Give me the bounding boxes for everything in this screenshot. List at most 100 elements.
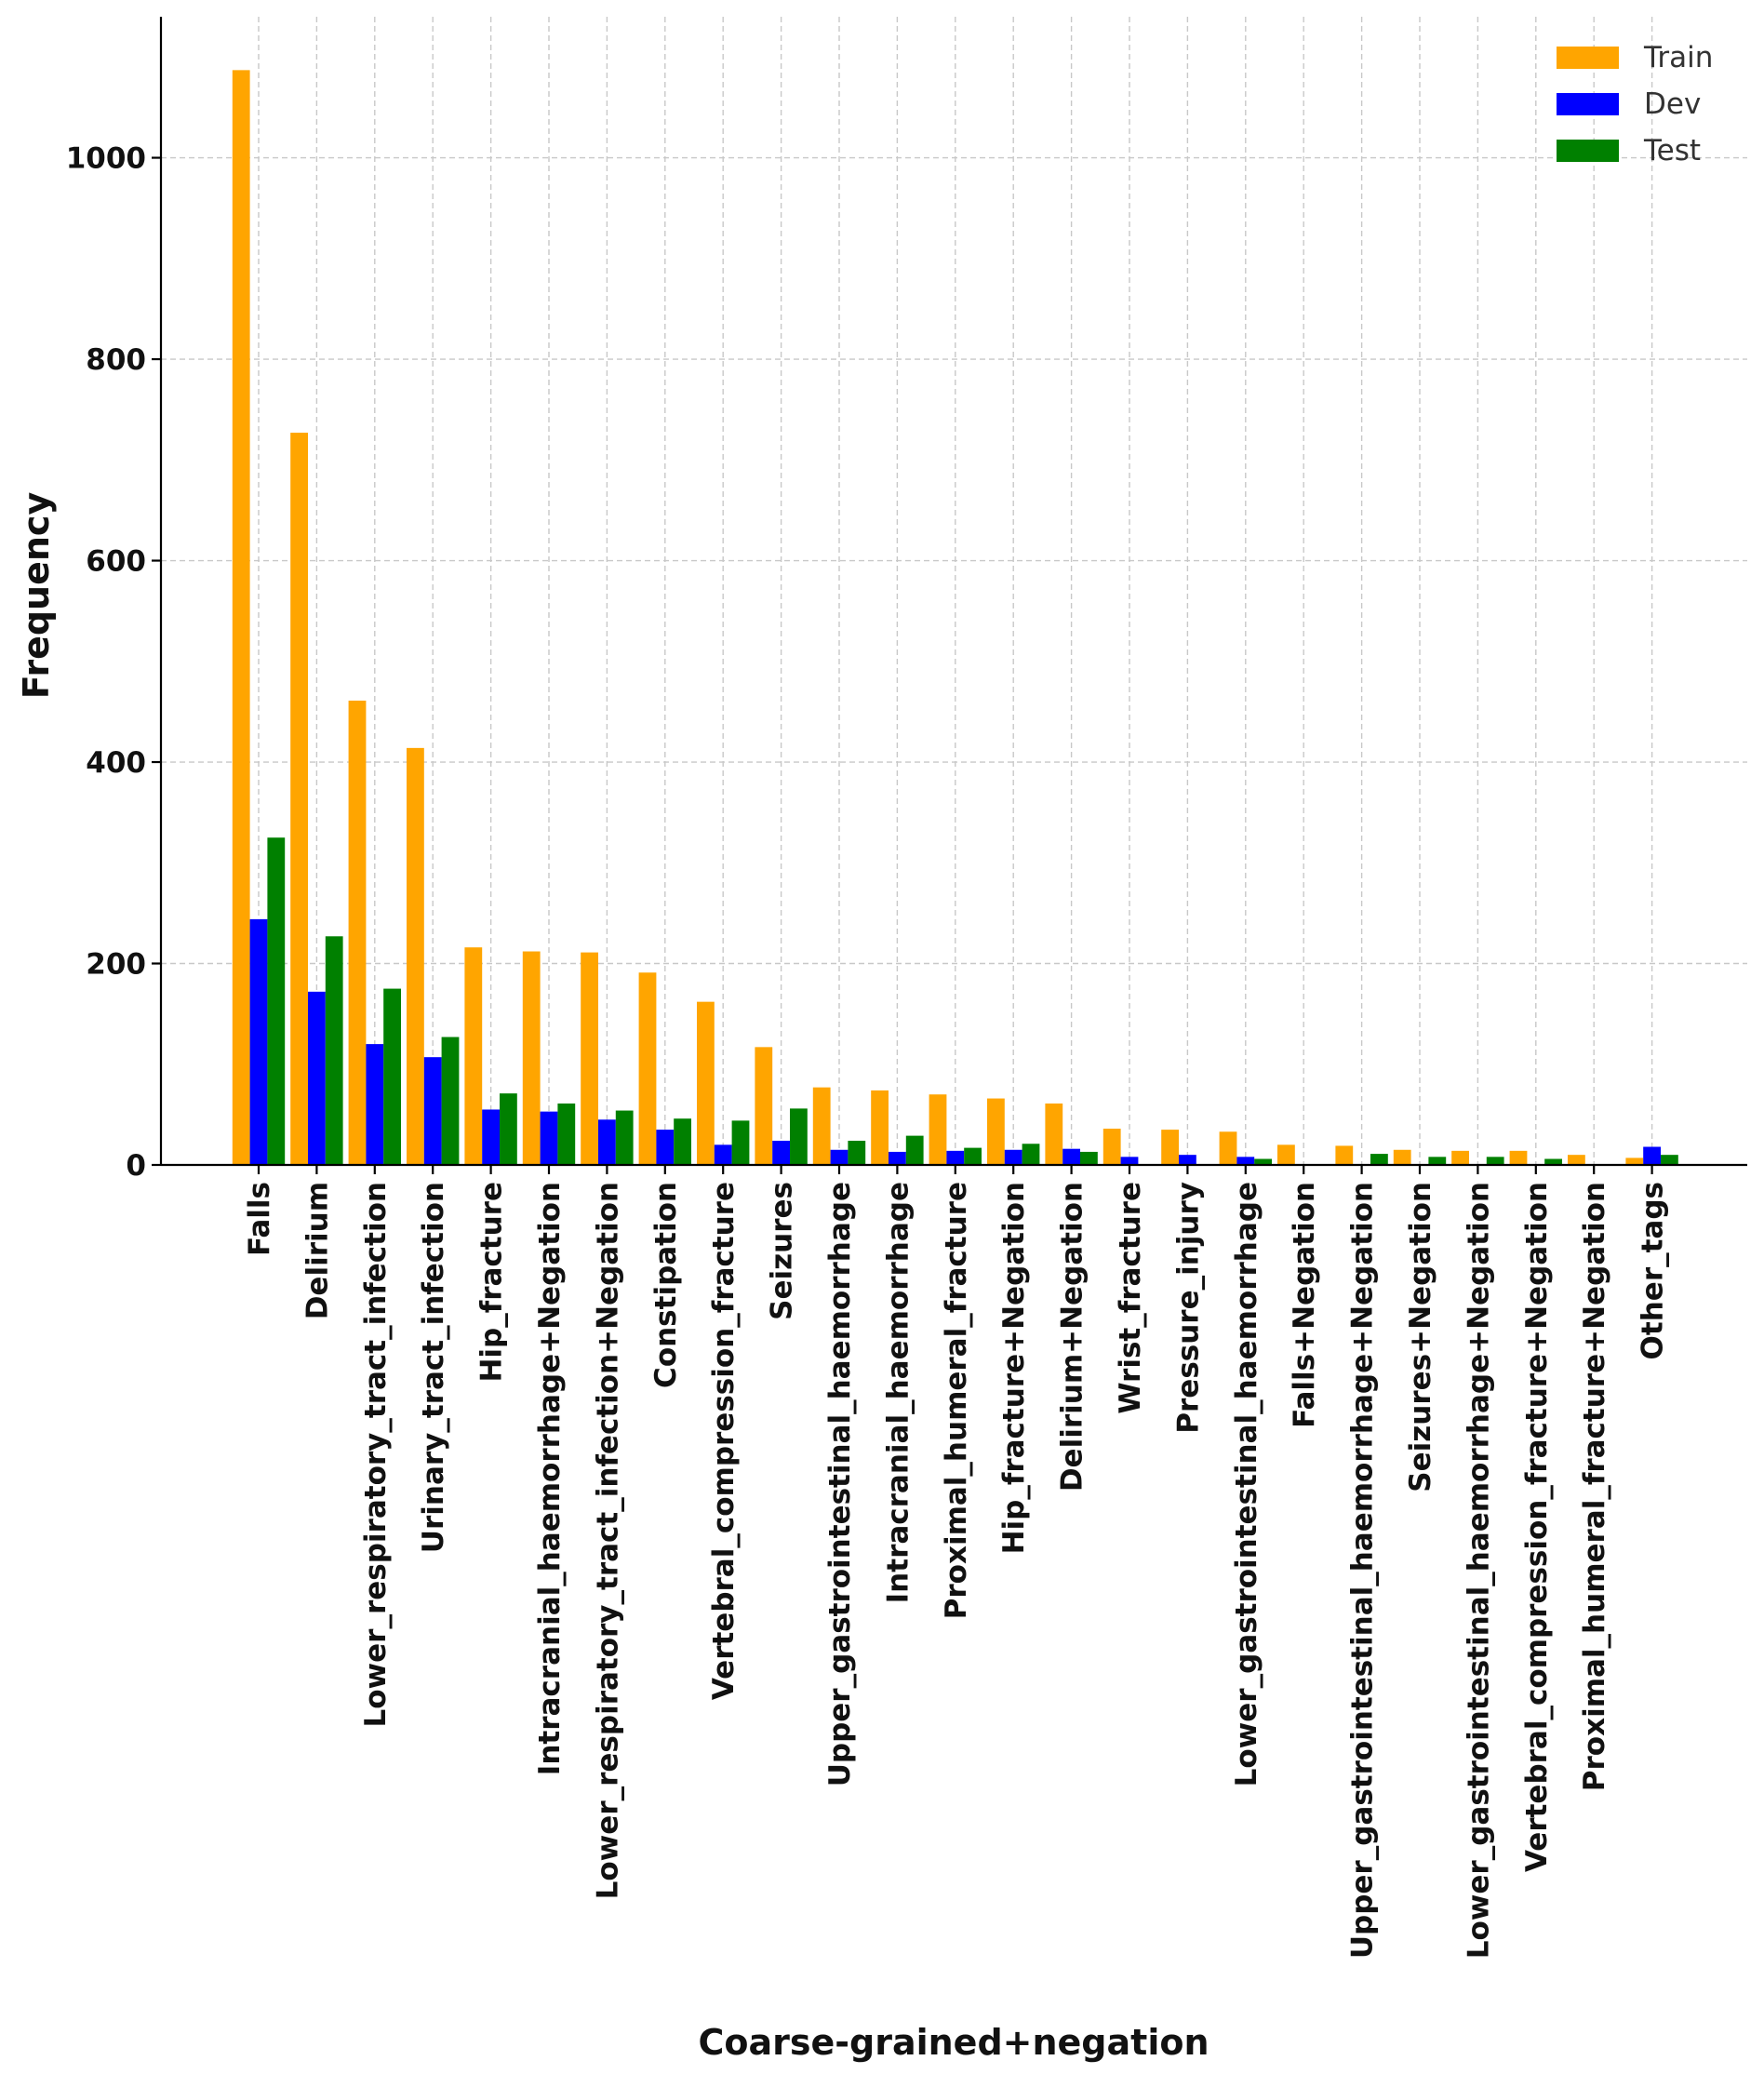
bar-test [674,1118,691,1165]
bar-test [441,1037,460,1165]
bar-train [232,70,250,1166]
y-tick-label: 200 [86,948,146,982]
bar-train [1393,1149,1411,1165]
bar-train [987,1098,1005,1165]
bar-train [1451,1150,1469,1165]
bar-test [1544,1158,1562,1165]
legend-swatch-dev [1557,93,1619,115]
legend-swatch-test [1557,140,1619,162]
bar-dev [656,1130,675,1165]
legend-swatch-train [1557,47,1619,69]
x-tick-label: Delirium+Negation [1056,1182,1089,1492]
x-tick-label: Upper_gastrointestinal_haemorrhage+Negat… [1346,1182,1380,1959]
y-tick-label: 0 [126,1149,146,1183]
bar-dev [423,1057,442,1165]
x-tick-label: Urinary_tract_infection [417,1182,450,1553]
bar-train [348,700,367,1165]
x-axis-title: Coarse-grained+negation [698,2022,1209,2063]
bar-train [755,1047,773,1165]
x-tick-label: Falls [243,1182,276,1256]
bar-test [1661,1155,1678,1165]
y-tick-label: 400 [86,746,146,780]
bar-train [1161,1130,1179,1165]
bar-test [557,1103,576,1165]
bar-train [290,433,308,1165]
bar-test [1370,1154,1388,1165]
x-tick-label: Intracranial_haemorrhage+Negation [533,1182,567,1775]
bar-dev [1062,1148,1080,1165]
y-tick-label: 1000 [66,142,146,176]
bar-test [1022,1144,1040,1165]
x-tick-label: Seizures+Negation [1404,1182,1437,1492]
bar-train [1335,1145,1354,1165]
bar-dev [482,1109,500,1165]
x-tick-label: Seizures [766,1182,799,1320]
bar-test [905,1135,924,1165]
bar-dev [1004,1149,1022,1165]
x-tick-label: Vertebral_compression_fracture [707,1182,741,1700]
x-tick-label: Hip_fracture [475,1182,509,1383]
y-tick-label: 600 [86,545,146,579]
bar-train [1509,1150,1528,1165]
bar-train [1219,1131,1237,1165]
bar-test [731,1120,750,1165]
bar-dev [540,1111,558,1165]
bar-train [1568,1155,1585,1165]
x-tick-label: Falls+Negation [1288,1182,1321,1428]
bars-layer [232,70,1678,1166]
bar-dev [772,1141,790,1165]
x-tick-label: Lower_respiratory_tract_infection+Negati… [591,1182,624,1899]
bar-dev [889,1151,906,1165]
legend-label-dev: Dev [1644,87,1701,121]
bar-test [267,837,286,1165]
bar-test [1428,1157,1447,1165]
x-tick-label: Proximal_humeral_fracture [940,1182,973,1619]
bar-dev [249,918,268,1165]
bar-dev [1236,1157,1255,1165]
legend: Train Dev Test [1557,41,1713,167]
x-tick-label: Intracranial_haemorrhage [881,1182,915,1603]
bar-test [1080,1151,1098,1165]
bar-train [638,972,657,1165]
legend-label-test: Test [1643,134,1701,167]
bar-test [964,1147,982,1165]
x-tick-label: Upper_gastrointestinal_haemorrhage [823,1182,857,1786]
x-tick-label: Other_tags [1637,1182,1670,1359]
bar-test [383,988,401,1165]
bar-dev [598,1119,616,1165]
bar-train [407,747,424,1165]
bar-test [500,1093,517,1165]
legend-label-train: Train [1643,41,1713,74]
x-tick-label: Wrist_fracture [1114,1182,1147,1414]
bar-test [848,1141,866,1165]
x-tick-label: Delirium [301,1182,334,1319]
bar-train [522,951,541,1165]
bar-dev [830,1149,849,1165]
bar-dev [1643,1146,1661,1165]
x-ticks: Falls Delirium Lower_respiratory_tract_inf… [243,1165,1670,1959]
bar-dev [308,991,326,1165]
bar-train [1625,1157,1644,1165]
bar-dev [714,1144,732,1165]
bar-train [581,952,598,1165]
x-tick-label: Constipation [649,1182,683,1388]
bar-train [812,1087,831,1165]
x-tick-label: Proximal_humeral_fracture+Negation [1578,1182,1611,1791]
bar-test [790,1108,808,1165]
x-tick-label: Hip_fracture+Negation [997,1182,1031,1554]
x-tick-label: Lower_gastrointestinal_haemorrhage [1230,1182,1263,1786]
bar-test [1254,1158,1272,1165]
bar-test [1486,1157,1504,1165]
bar-train [871,1090,889,1165]
x-tick-label: Lower_gastrointestinal_haemorrhage+Negat… [1462,1182,1495,1959]
x-tick-label: Vertebral_compression_fracture+Negation [1520,1182,1554,1872]
grid-layer [161,17,1747,1165]
bar-train [697,1001,715,1165]
bar-dev [1179,1155,1196,1165]
x-tick-label: Pressure_injury [1171,1182,1205,1434]
bar-train [1277,1144,1295,1165]
bar-train [1102,1129,1121,1165]
bar-dev [946,1150,965,1165]
